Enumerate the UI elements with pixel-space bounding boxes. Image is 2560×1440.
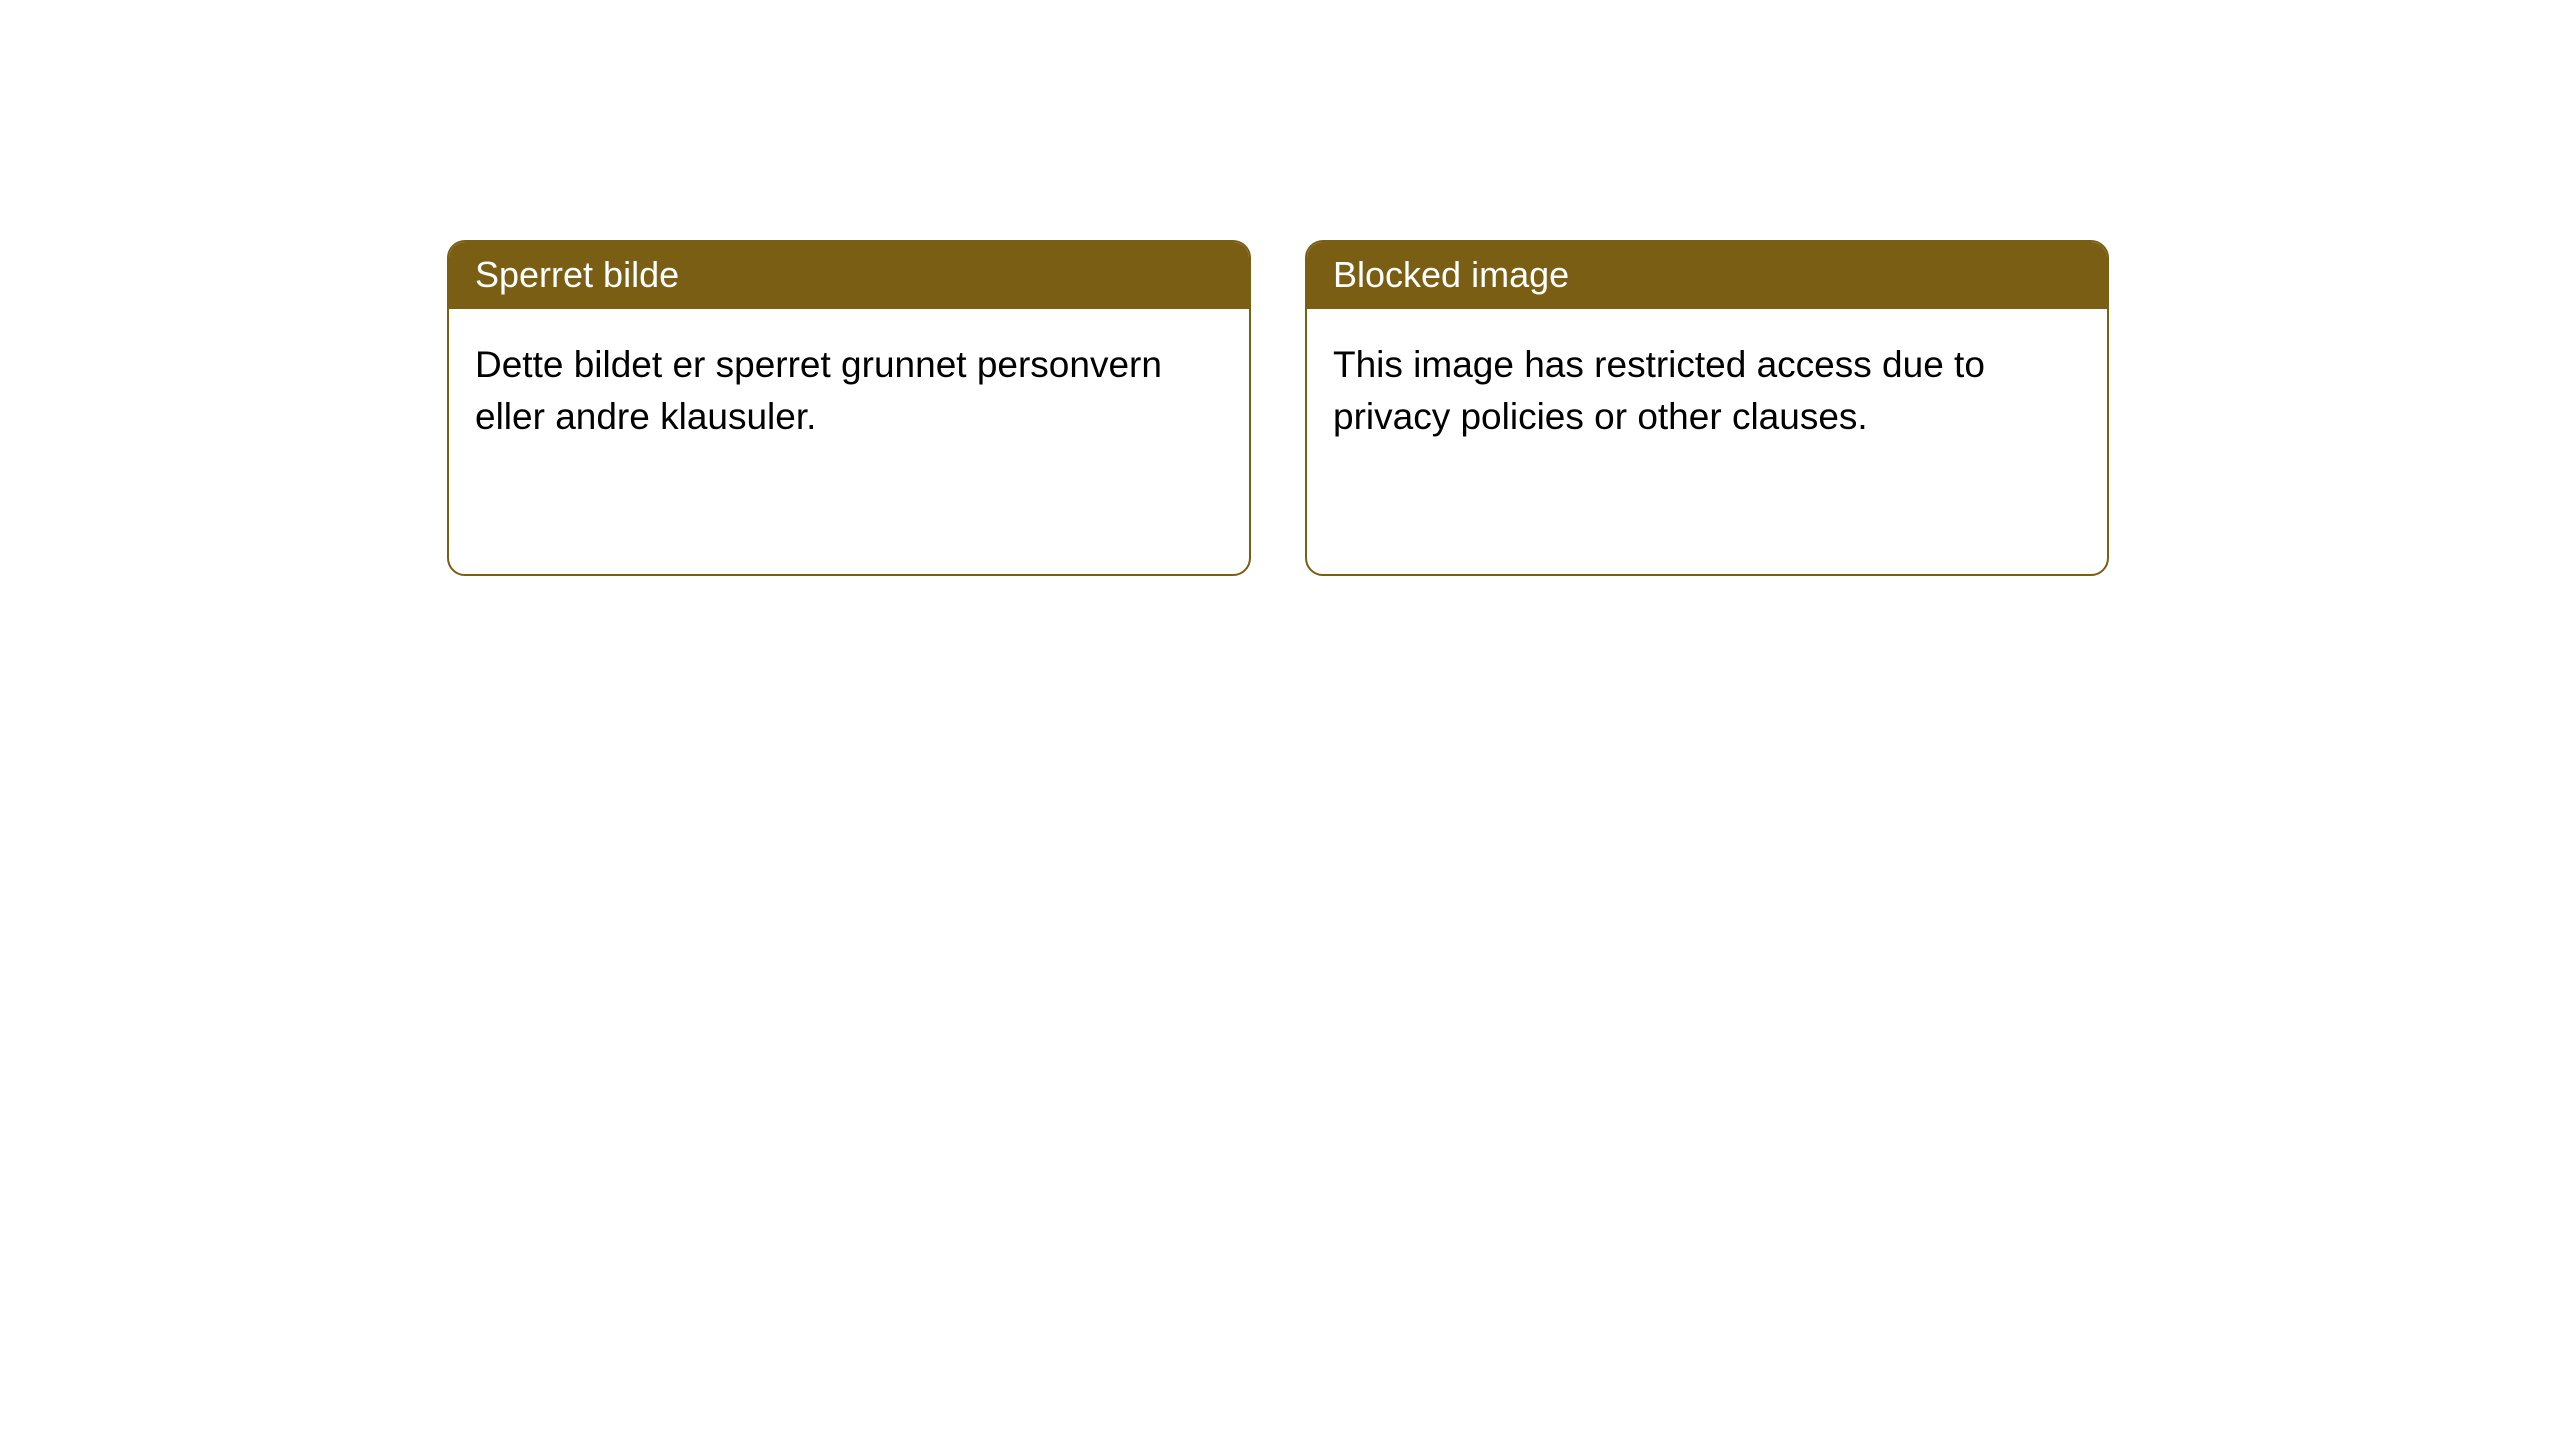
card-body: Dette bildet er sperret grunnet personve… bbox=[449, 309, 1249, 473]
card-body: This image has restricted access due to … bbox=[1307, 309, 2107, 473]
card-title: Sperret bilde bbox=[475, 254, 679, 295]
card-body-text: Dette bildet er sperret grunnet personve… bbox=[475, 344, 1162, 437]
card-title: Blocked image bbox=[1333, 254, 1569, 295]
card-header: Blocked image bbox=[1307, 242, 2107, 309]
blocked-image-card-no: Sperret bilde Dette bildet er sperret gr… bbox=[447, 240, 1251, 576]
card-header: Sperret bilde bbox=[449, 242, 1249, 309]
card-container: Sperret bilde Dette bildet er sperret gr… bbox=[0, 0, 2560, 576]
blocked-image-card-en: Blocked image This image has restricted … bbox=[1305, 240, 2109, 576]
card-body-text: This image has restricted access due to … bbox=[1333, 344, 1985, 437]
